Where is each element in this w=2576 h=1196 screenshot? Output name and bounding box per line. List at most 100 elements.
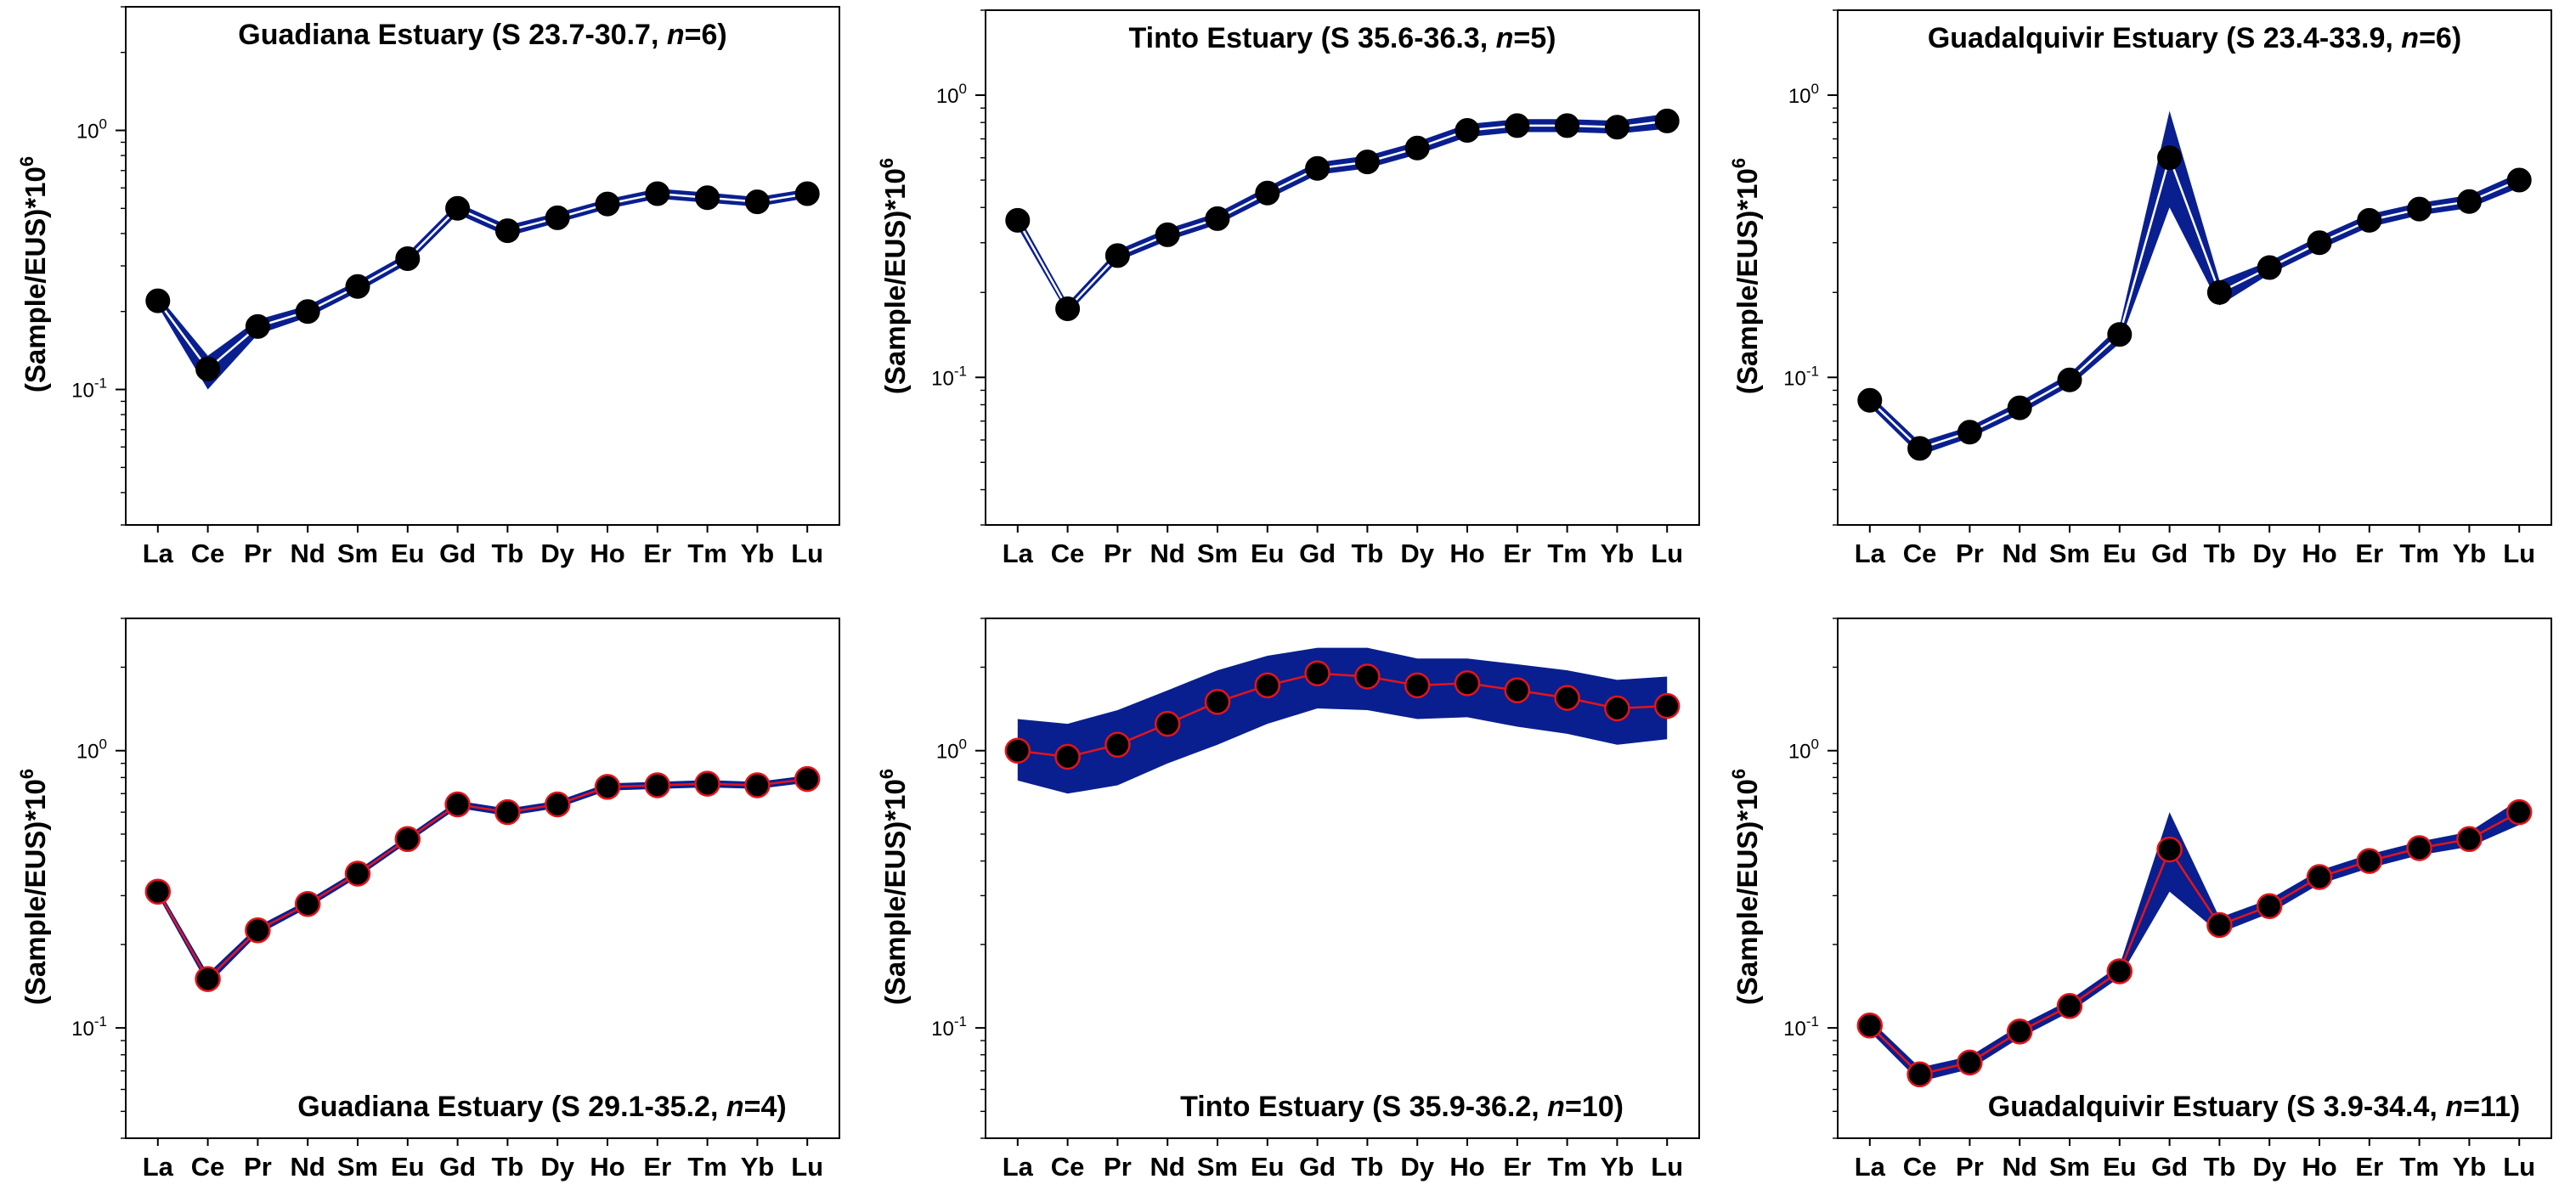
- data-point-Lu: [1653, 692, 1681, 719]
- data-point-Dy: [545, 205, 570, 230]
- x-tick-label: Pr: [244, 1152, 272, 1182]
- data-point-Dy: [2257, 255, 2282, 280]
- data-point-Tm: [695, 185, 720, 211]
- plot-frame: [1837, 9, 2552, 526]
- data-point-Sm: [2056, 993, 2083, 1019]
- x-tick-label: Pr: [1104, 1152, 1132, 1182]
- x-tick-label: Tm: [1547, 1152, 1587, 1182]
- y-tick-label: 100: [76, 736, 107, 764]
- data-point-Sm: [2057, 367, 2082, 392]
- y-tick-label: 100: [1788, 736, 1819, 764]
- data-point-Ce: [1907, 436, 1933, 461]
- data-point-Tm: [2406, 835, 2432, 861]
- data-point-Er: [644, 772, 671, 798]
- x-tick-label: Sm: [2049, 539, 2090, 568]
- chart-title: Tinto Estuary (S 35.6-36.3, n=5): [1129, 22, 1556, 54]
- data-point-Lu: [794, 765, 821, 793]
- mean-line: [156, 192, 808, 371]
- plot-frame: [125, 6, 840, 526]
- x-tick-label: Eu: [391, 1152, 425, 1182]
- data-point-La: [1005, 207, 1031, 233]
- chart-title: Guadiana Estuary (S 29.1-35.2, n=4): [297, 1091, 786, 1123]
- plot-frame: [1837, 618, 2552, 1139]
- y-tick-label: 10-1: [71, 1013, 107, 1041]
- plot-frame: [125, 618, 840, 1139]
- data-point-Pr: [1957, 1049, 1983, 1076]
- x-tick-label: Lu: [2503, 539, 2535, 568]
- plot-frame: [985, 9, 1700, 526]
- data-point-Dy: [1404, 672, 1431, 699]
- data-point-Gd: [1304, 660, 1330, 686]
- x-tick-label: Gd: [1299, 1152, 1336, 1182]
- y-axis-label: (Sample/EUS)*106: [876, 158, 911, 394]
- x-tick-label: Nd: [1150, 1152, 1185, 1182]
- data-point-Nd: [295, 299, 320, 324]
- data-point-Tm: [1554, 685, 1580, 711]
- data-point-La: [1856, 1013, 1884, 1039]
- y-tick-label: 100: [936, 736, 967, 764]
- data-point-Pr: [245, 917, 271, 944]
- range-band: [1017, 113, 1668, 314]
- x-tick-label: Er: [643, 539, 671, 568]
- x-tick-label: Yb: [2453, 1152, 2487, 1182]
- x-tick-label: Ho: [590, 539, 624, 568]
- x-tick-label: La: [1855, 539, 1886, 568]
- x-tick-label: Tb: [1351, 539, 1383, 568]
- data-point-Yb: [1604, 115, 1630, 140]
- data-point-Gd: [445, 195, 471, 221]
- x-tick-label: La: [143, 1152, 174, 1182]
- x-tick-label: Nd: [2003, 539, 2037, 568]
- data-point-Ho: [1455, 118, 1480, 143]
- x-tick-label: Yb: [1601, 1152, 1635, 1182]
- x-tick-label: Pr: [1104, 539, 1132, 568]
- data-point-Pr: [245, 313, 270, 339]
- x-tick-label: Tb: [1351, 1152, 1383, 1182]
- data-point-Nd: [2007, 395, 2032, 420]
- data-point-Eu: [1255, 180, 1280, 206]
- data-point-Ce: [1907, 1061, 1933, 1088]
- data-point-Sm: [345, 274, 370, 299]
- x-tick-label: Tm: [1547, 539, 1587, 568]
- x-tick-label: Sm: [1197, 1152, 1238, 1182]
- y-tick-label: 100: [76, 116, 107, 144]
- x-tick-label: Tm: [687, 1152, 727, 1182]
- data-point-Sm: [344, 860, 371, 887]
- chart-title: Tinto Estuary (S 35.9-36.2, n=10): [1180, 1091, 1624, 1123]
- x-tick-label: Er: [2355, 539, 2383, 568]
- data-point-Eu: [2106, 958, 2133, 984]
- x-tick-label: Gd: [1299, 539, 1336, 568]
- data-point-Er: [1504, 677, 1531, 703]
- x-tick-label: Tm: [687, 539, 727, 568]
- x-tick-label: Pr: [244, 539, 272, 568]
- x-tick-label: Yb: [741, 1152, 775, 1182]
- x-tick-label: Yb: [2453, 539, 2487, 568]
- x-tick-label: Pr: [1956, 1152, 1984, 1182]
- data-point-La: [1857, 387, 1883, 413]
- x-tick-label: Tm: [2399, 1152, 2439, 1182]
- y-tick-label: 10-1: [1783, 363, 1819, 390]
- x-tick-label: Lu: [791, 539, 823, 568]
- x-tick-label: La: [143, 539, 174, 568]
- data-point-Pr: [1104, 731, 1131, 759]
- x-tick-label: Yb: [1601, 539, 1635, 568]
- data-point-Yb: [744, 772, 771, 798]
- x-tick-label: Er: [2355, 1152, 2383, 1182]
- x-tick-label: Dy: [1400, 1152, 1434, 1182]
- x-tick-label: Tb: [491, 1152, 523, 1182]
- data-point-Pr: [1957, 420, 1982, 445]
- data-point-Ce: [1055, 296, 1081, 321]
- data-point-Pr: [1104, 243, 1130, 268]
- y-axis-label: (Sample/EUS)*106: [1728, 158, 1763, 394]
- x-tick-label: Nd: [2003, 1152, 2037, 1182]
- data-point-Eu: [2107, 322, 2133, 347]
- chart-title: Guadalquivir Estuary (S 23.4-33.9, n=6): [1928, 22, 2461, 54]
- data-point-Sm: [1204, 689, 1231, 715]
- x-tick-label: Ho: [2302, 539, 2336, 568]
- x-tick-label: Eu: [2103, 1152, 2137, 1182]
- data-point-Dy: [2256, 893, 2283, 919]
- y-axis-label: (Sample/EUS)*106: [876, 769, 911, 1005]
- data-point-Lu: [2505, 798, 2533, 826]
- data-point-Er: [645, 181, 670, 206]
- data-point-Gd: [2156, 836, 2183, 863]
- x-tick-label: Lu: [1651, 539, 1683, 568]
